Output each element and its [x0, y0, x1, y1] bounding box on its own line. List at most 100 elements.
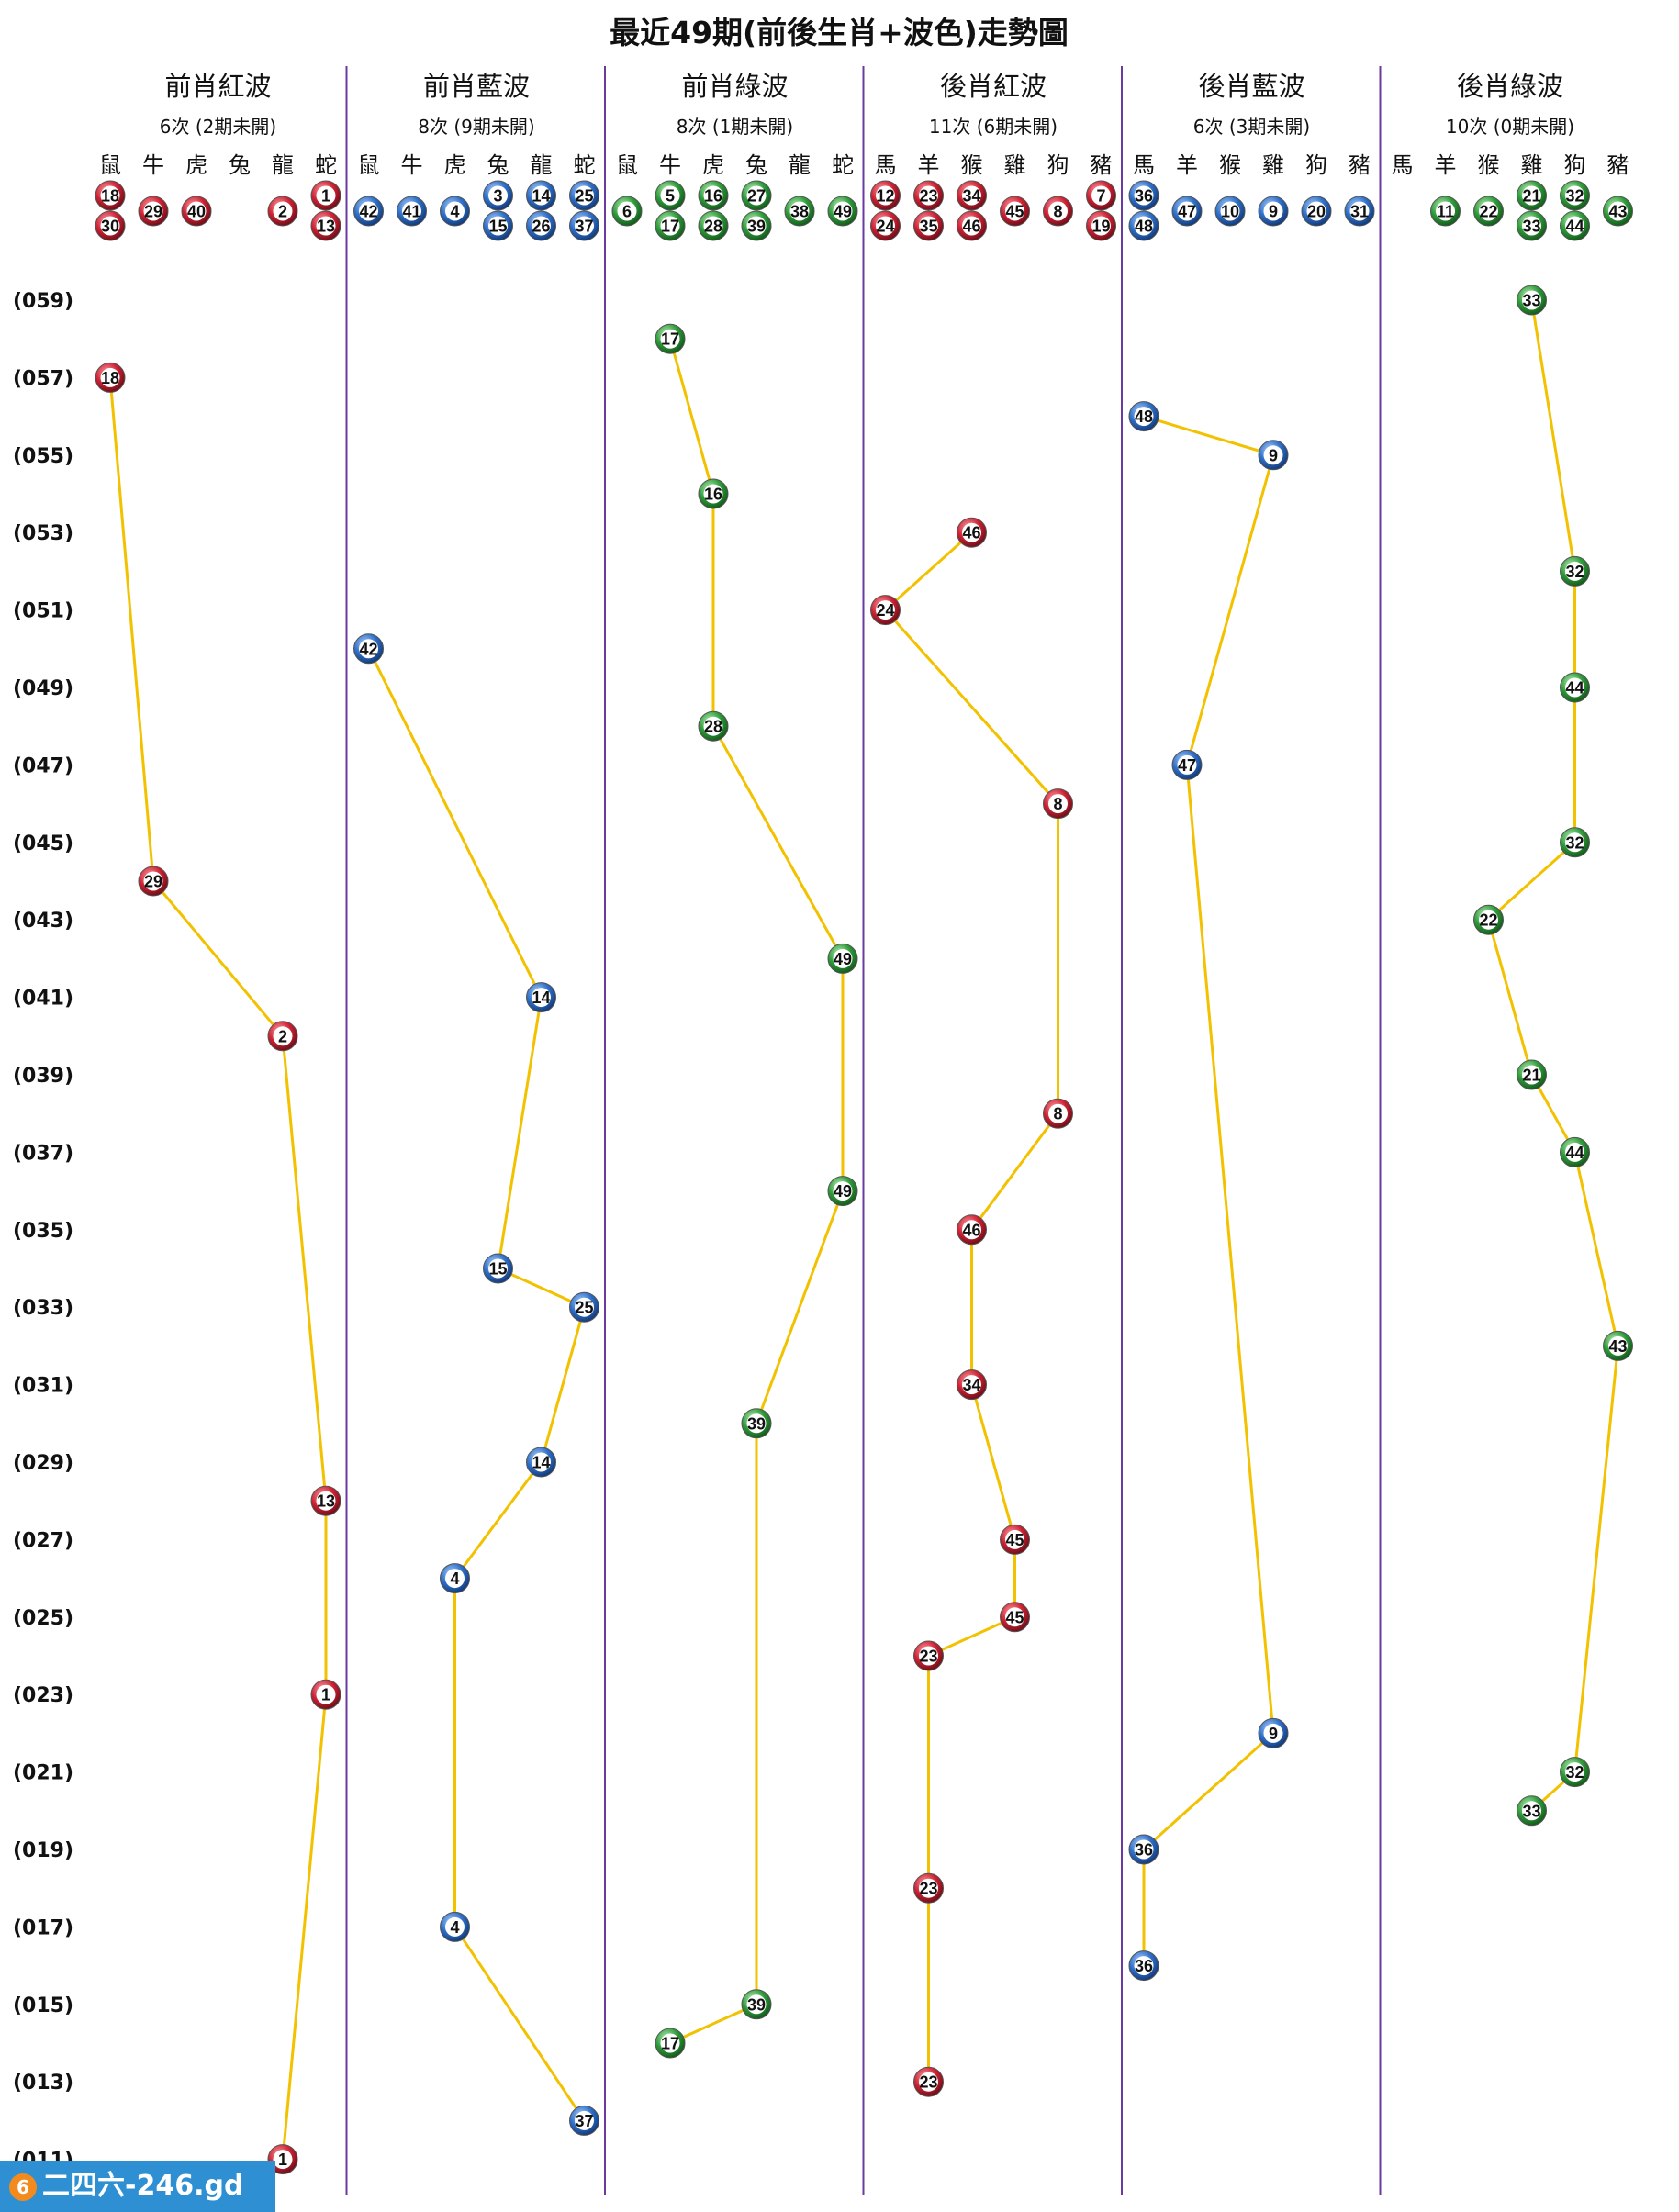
legend-ball-face	[1091, 185, 1111, 206]
trend-point-face	[962, 1220, 981, 1240]
trend-point-number: 33	[1522, 1802, 1540, 1820]
legend-ball-number: 33	[1522, 218, 1540, 236]
legend-ball: 43	[1603, 196, 1633, 227]
group-title: 後肖藍波	[1198, 71, 1304, 102]
legend-ball: 40	[181, 196, 212, 227]
legend-ball-number: 48	[1135, 218, 1153, 236]
trend-point-number: 29	[144, 873, 162, 891]
trend-point-face	[660, 2033, 680, 2053]
legend-ball-face	[617, 201, 637, 221]
legend-ball-face	[1220, 201, 1240, 221]
trend-point: 25	[569, 1291, 599, 1323]
legend-ball-number: 30	[101, 218, 119, 236]
trend-point-face	[575, 1297, 594, 1317]
legend-ball: 41	[397, 196, 427, 227]
trend-point-number: 1	[321, 1686, 330, 1704]
legend-ball: 39	[741, 210, 772, 241]
legend-ball: 31	[1344, 196, 1375, 227]
trend-point-face	[488, 1258, 508, 1279]
group-stat: 6次 (2期未開)	[160, 116, 276, 138]
legend-ball-face	[1091, 216, 1111, 236]
trend-point-number: 32	[1565, 833, 1584, 852]
trend-point-number: 34	[962, 1376, 980, 1394]
trend-line	[108, 377, 328, 2160]
legend-ball-face	[962, 185, 981, 206]
trend-point-face	[1565, 561, 1584, 581]
trend-point-face	[1565, 1142, 1584, 1162]
period-label: (029)	[13, 1452, 73, 1475]
trend-point-number: 25	[575, 1299, 593, 1317]
trend-line	[883, 531, 1059, 2083]
legend-ball-number: 35	[919, 218, 937, 236]
trend-point: 8	[1043, 1098, 1073, 1129]
zodiac-label: 狗	[1564, 152, 1586, 178]
trend-point-number: 49	[834, 1182, 852, 1201]
legend-ball: 25	[569, 180, 599, 211]
trend-point-face	[660, 329, 680, 349]
zodiac-label: 蛇	[832, 152, 854, 178]
trend-point-number: 13	[317, 1492, 335, 1511]
trend-point-face	[1522, 1065, 1541, 1085]
trend-point-face	[532, 988, 551, 1008]
legend-ball-face	[876, 216, 895, 236]
legend-ball: 49	[827, 196, 858, 227]
legend-ball: 45	[1000, 196, 1030, 227]
legend-ball-number: 42	[359, 203, 377, 221]
legend-ball: 30	[95, 210, 126, 241]
zodiac-label: 虎	[185, 152, 207, 178]
legend-ball-number: 24	[876, 218, 894, 236]
trend-point-number: 36	[1135, 1957, 1153, 1975]
legend-ball-face	[1134, 216, 1154, 236]
period-label: (057)	[13, 367, 73, 390]
zodiac-label: 狗	[1305, 152, 1327, 178]
trend-point: 45	[1000, 1602, 1030, 1633]
zodiac-label: 豬	[1091, 152, 1113, 178]
trend-point-number: 49	[834, 950, 852, 968]
trend-point-number: 15	[488, 1260, 507, 1279]
legend-ball: 18	[95, 180, 126, 211]
legend-ball: 28	[698, 210, 729, 241]
trend-point: 32	[1560, 827, 1590, 858]
legend-ball-face	[919, 216, 938, 236]
legend-ball-number: 6	[622, 203, 632, 221]
legend-ball-number: 16	[704, 187, 722, 206]
trend-point-face	[1263, 1723, 1283, 1743]
watermark-text: 二四六-246.gd	[42, 2170, 244, 2202]
zodiac-label: 雞	[1262, 152, 1284, 178]
legend-ball: 46	[957, 210, 987, 241]
trend-point: 37	[569, 2105, 599, 2136]
legend-ball-number: 4	[450, 203, 459, 221]
trend-point: 16	[698, 478, 729, 509]
trend-point-number: 45	[1005, 1608, 1024, 1626]
legend-ball-number: 47	[1178, 203, 1196, 221]
period-label: (017)	[13, 1916, 73, 1939]
trend-point-number: 36	[1135, 1841, 1153, 1860]
legend-ball-face	[703, 216, 723, 236]
trend-point-number: 16	[704, 486, 722, 504]
trend-point-number: 8	[1053, 795, 1062, 813]
legend-ball: 11	[1430, 196, 1461, 227]
legend-ball: 1	[310, 180, 341, 211]
legend-ball: 14	[526, 180, 556, 211]
trend-point-face	[833, 948, 853, 968]
trend-point-face	[143, 871, 163, 891]
legend-ball-number: 23	[919, 187, 937, 206]
trend-point-face	[876, 600, 895, 620]
legend-ball-face	[1048, 201, 1068, 221]
legend-ball-number: 12	[876, 187, 894, 206]
trend-point-face	[1048, 1103, 1068, 1123]
zodiac-label: 蛇	[315, 152, 337, 178]
legend-ball: 24	[870, 210, 901, 241]
legend-ball: 35	[913, 210, 944, 241]
trend-point-face	[1565, 1762, 1584, 1782]
legend-ball: 10	[1214, 196, 1246, 227]
group-stat: 8次 (9期未開)	[418, 116, 534, 138]
trend-point: 33	[1517, 285, 1547, 316]
legend-ball-face	[1479, 201, 1498, 221]
trend-point: 36	[1128, 1834, 1159, 1865]
trend-point: 4	[440, 1911, 470, 1942]
trend-point: 47	[1171, 749, 1203, 780]
group-stat: 11次 (6期未開)	[929, 116, 1058, 138]
